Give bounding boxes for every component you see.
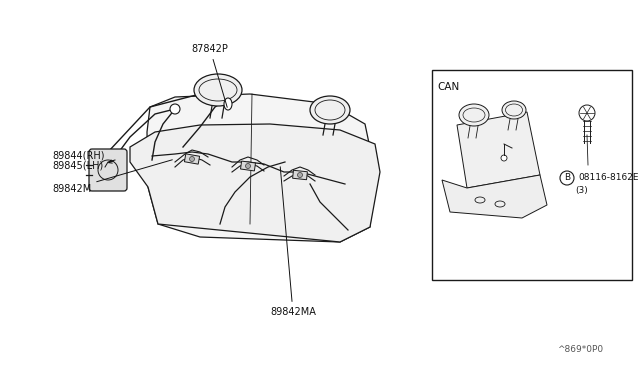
Ellipse shape — [502, 101, 526, 119]
Circle shape — [579, 105, 595, 121]
Polygon shape — [241, 161, 255, 171]
FancyBboxPatch shape — [89, 149, 127, 191]
Text: 89842M: 89842M — [52, 160, 172, 194]
Polygon shape — [184, 154, 200, 164]
Text: 08116-8162E: 08116-8162E — [578, 173, 639, 182]
Text: 87842P: 87842P — [191, 44, 228, 108]
Ellipse shape — [459, 104, 489, 126]
Circle shape — [501, 155, 507, 161]
Polygon shape — [130, 124, 380, 242]
Text: ^869*0P0: ^869*0P0 — [557, 345, 603, 354]
Polygon shape — [442, 175, 547, 218]
Bar — [432, 70, 632, 280]
Polygon shape — [147, 94, 375, 242]
Polygon shape — [292, 170, 307, 180]
Circle shape — [170, 104, 180, 114]
Text: 89845(LH): 89845(LH) — [52, 160, 103, 170]
Ellipse shape — [310, 96, 350, 124]
Ellipse shape — [194, 74, 242, 106]
Text: (3): (3) — [575, 186, 588, 195]
Text: 89844(RH): 89844(RH) — [52, 150, 104, 160]
Ellipse shape — [224, 98, 232, 110]
Text: 89842MA: 89842MA — [270, 167, 316, 317]
Circle shape — [189, 157, 195, 161]
Circle shape — [298, 173, 303, 177]
Text: CAN: CAN — [437, 82, 460, 92]
Polygon shape — [457, 112, 540, 188]
Circle shape — [246, 164, 250, 169]
Text: B: B — [564, 173, 570, 183]
